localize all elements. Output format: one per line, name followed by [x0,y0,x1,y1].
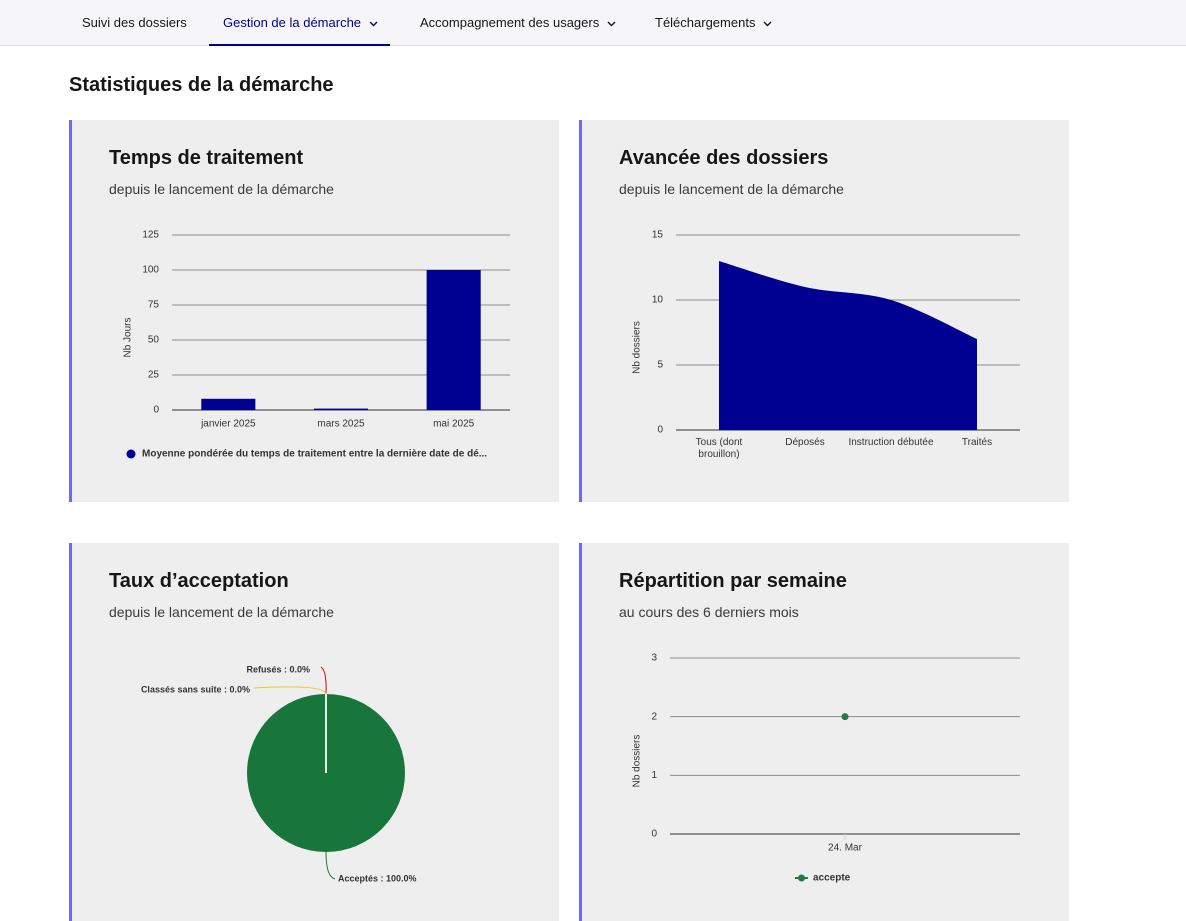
nav-label: Accompagnement des usagers [420,15,600,30]
card-subtitle: depuis le lancement de la démarche [109,604,334,620]
chart-card: 0 5 10 15 Nb dossiers Avancée des dossiers dep… [579,120,1069,502]
chevron-icon [607,21,616,27]
bar [201,398,256,410]
card-subtitle: depuis le lancement de la démarche [619,181,844,197]
y-tick-label: 1 [651,770,657,781]
chevron-icon [763,21,772,27]
y-tick-label: 2 [651,711,657,722]
y-tick-label: 0 [657,425,663,436]
chevron [763,21,772,27]
leader-line [320,666,327,695]
y-axis-label: Nb dossiers [632,735,643,788]
chevron [369,21,378,27]
chevron-icon [369,21,378,27]
data-label: Acceptés : 100.0% [338,873,417,883]
card-title: Temps de traitement [109,147,304,169]
chart: 0 25 50 75 100 125 Nb Jours janvier 2025 mars 20… [123,230,510,460]
chart: 0 1 2 3 Nb dossiers 24. Mar accepte [632,653,1020,884]
y-tick-label: 25 [148,370,160,381]
data-label: Refusés : 0.0% [246,664,310,674]
x-tick-label: Déposés [785,437,825,448]
nav-item[interactable]: Accompagnement des usagers [406,0,624,46]
legend-marker [798,874,805,882]
y-tick-label: 5 [657,360,663,371]
nav-item[interactable]: Téléchargements [641,0,782,46]
y-tick-label: 50 [148,335,160,346]
x-tick-label: Instruction débutée [848,437,934,448]
y-tick-label: 3 [651,653,657,664]
nav-item[interactable]: Gestion de la démarche [209,0,390,46]
x-tick-label: janvier 2025 [200,419,256,430]
legend-label: accepte [813,873,851,884]
x-tick-label: 24. Mar [828,843,863,854]
x-tick-label: mai 2025 [433,419,475,430]
x-tick-label: Tous (dont brouillon) [695,437,743,460]
y-tick-label: 0 [153,405,159,416]
chart-card: 0 25 50 75 100 125 Nb Jours janvier 2025 mars 20… [69,120,559,502]
data-label: Classés sans suite : 0.0% [141,684,250,694]
point [841,713,849,721]
area [719,261,977,430]
legend-marker [126,449,136,459]
nav-label: Gestion de la démarche [223,15,362,30]
legend-label: Moyenne pondérée du temps de traitement … [142,449,487,460]
y-tick-label: 10 [652,295,664,306]
leader-line [253,686,327,695]
chart: 0 5 10 15 Nb dossiers [632,230,1020,436]
y-axis-label: Nb dossiers [632,321,643,374]
bar [313,408,369,410]
card-title: Taux d’acceptation [109,570,289,592]
leader-line [325,851,336,880]
page-title: Statistiques de la démarche [69,74,334,96]
card-subtitle: depuis le lancement de la démarche [109,181,334,197]
card-title: Répartition par semaine [619,570,847,592]
nav-label: Suivi des dossiers [82,15,187,30]
y-tick-label: 0 [651,829,657,840]
y-axis-label: Nb Jours [123,317,134,357]
y-tick-label: 15 [652,230,664,241]
card-title: Avancée des dossiers [619,147,829,169]
chart-card: Acceptés : 100.0% Refusés : 0.0% Classés s… [69,543,559,921]
bar [426,270,481,410]
chart-card: 0 1 2 3 Nb dossiers 24. Mar accepte Répartition… [579,543,1069,921]
y-tick-label: 75 [148,300,160,311]
nav-item[interactable]: Suivi des dossiers [68,0,194,46]
nav-bar: Suivi des dossiers Gestion de la démarche… [0,0,1186,46]
y-tick-label: 100 [142,265,159,276]
x-tick-label: mars 2025 [317,419,365,430]
chevron [607,21,616,27]
x-tick-label: Traités [961,437,993,448]
chart: Acceptés : 100.0% Refusés : 0.0% Classés s… [141,664,417,883]
y-tick-label: 125 [142,230,159,241]
nav-label: Téléchargements [655,15,756,30]
card-subtitle: au cours des 6 derniers mois [619,604,799,620]
